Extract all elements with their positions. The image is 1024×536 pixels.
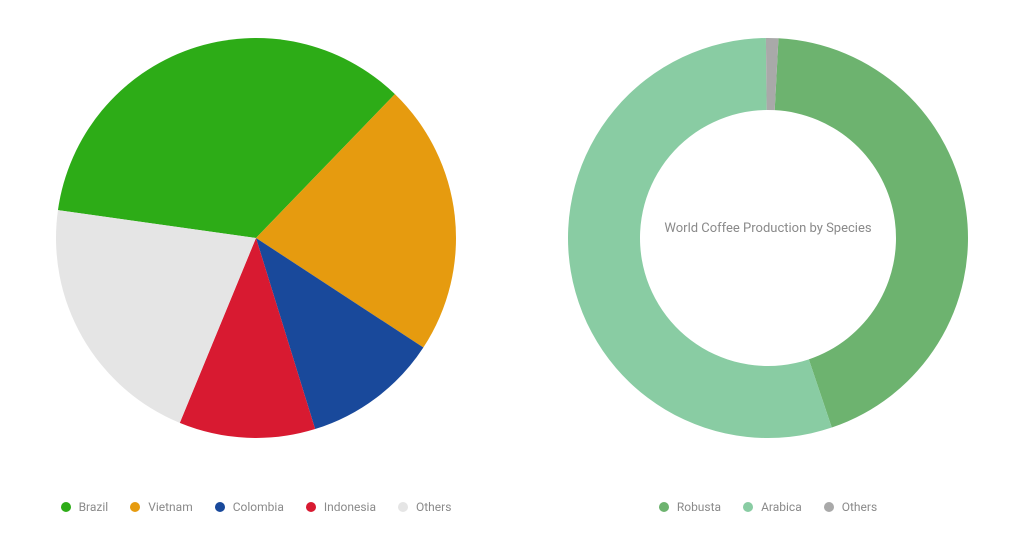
legend-label: Robusta (677, 500, 721, 514)
legend-item: Robusta (659, 500, 721, 514)
legend-item: Brazil (61, 500, 109, 514)
legend-swatch (61, 502, 71, 512)
legend-swatch (824, 502, 834, 512)
legend-label: Others (842, 500, 877, 514)
donut-legend: Robusta Arabica Others (512, 500, 1024, 514)
legend-swatch (130, 502, 140, 512)
pie-legend: Brazil Vietnam Colombia Indonesia Others (0, 500, 512, 514)
legend-label: Colombia (233, 500, 284, 514)
legend-label: Brazil (79, 500, 109, 514)
legend-swatch (215, 502, 225, 512)
legend-label: Arabica (761, 500, 802, 514)
donut-chart (512, 0, 1024, 476)
legend-item: Colombia (215, 500, 284, 514)
legend-swatch (659, 502, 669, 512)
legend-item: Others (398, 500, 451, 514)
legend-label: Others (416, 500, 451, 514)
legend-item: Vietnam (130, 500, 193, 514)
legend-item: Others (824, 500, 877, 514)
pie-panel: Brazil Vietnam Colombia Indonesia Others (0, 0, 512, 536)
legend-swatch (743, 502, 753, 512)
legend-item: Indonesia (306, 500, 376, 514)
charts-container: Brazil Vietnam Colombia Indonesia Others Wor… (0, 0, 1024, 536)
pie-chart (0, 0, 512, 476)
legend-item: Arabica (743, 500, 802, 514)
legend-swatch (306, 502, 316, 512)
legend-swatch (398, 502, 408, 512)
legend-label: Vietnam (148, 500, 193, 514)
legend-label: Indonesia (324, 500, 376, 514)
donut-panel: World Coffee Production by Species Robus… (512, 0, 1024, 536)
